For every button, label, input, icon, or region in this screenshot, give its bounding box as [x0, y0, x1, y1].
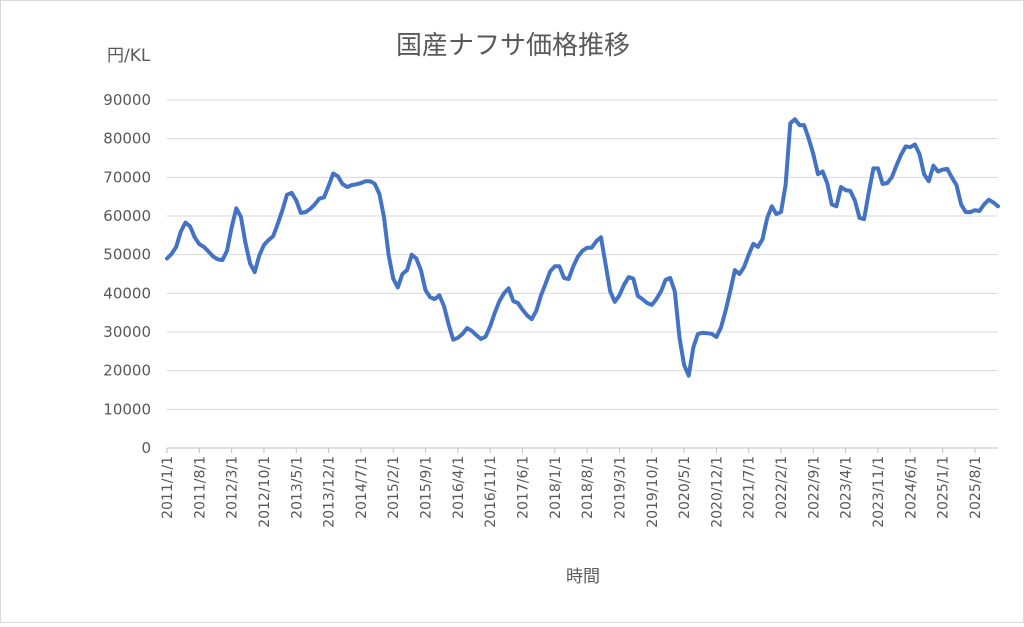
x-tick-label: 2012/10/1: [257, 456, 273, 528]
x-tick-label: 2019/3/1: [612, 456, 628, 519]
x-axis-title: 時間: [566, 567, 600, 587]
y-tick-label: 80000: [103, 130, 151, 148]
x-tick-label: 2018/1/1: [548, 456, 564, 519]
x-tick-label: 2020/5/1: [677, 456, 693, 519]
x-tick-label: 2013/12/1: [322, 456, 338, 528]
y-tick-label: 0: [141, 439, 151, 457]
y-tick-label: 70000: [103, 168, 151, 186]
x-axis-ticks: 2011/1/1 2011/8/1 2012/3/1 2012/10/1 2013/5/…: [160, 456, 984, 528]
x-tick-label: 2014/7/1: [354, 456, 370, 519]
x-tick-label: 2016/11/1: [483, 456, 499, 528]
x-tick-label: 2022/2/1: [774, 456, 790, 519]
y-tick-label: 40000: [103, 284, 151, 302]
x-tick-label: 2023/11/1: [871, 456, 887, 528]
x-tick-label: 2011/8/1: [192, 456, 208, 519]
y-tick-label: 20000: [103, 362, 151, 380]
x-tick-label: 2019/10/1: [645, 456, 661, 528]
x-tick-label: 2024/6/1: [903, 456, 919, 519]
x-tick-label: 2018/8/1: [580, 456, 596, 519]
y-axis-ticks: 0 10000 20000 30000 40000 50000 60000 70000 8000…: [103, 91, 151, 457]
x-tick-label: 2016/4/1: [451, 456, 467, 519]
x-tick-label: 2020/12/1: [709, 456, 725, 528]
y-tick-label: 60000: [103, 207, 151, 225]
x-tick-label: 2017/6/1: [515, 456, 531, 519]
x-tick-label: 2015/9/1: [419, 456, 435, 519]
x-axis: [166, 447, 998, 453]
x-tick-label: 2021/7/1: [742, 456, 758, 519]
y-tick-label: 10000: [103, 400, 151, 418]
y-tick-label: 50000: [103, 246, 151, 264]
x-tick-label: 2011/1/1: [160, 456, 176, 519]
x-tick-label: 2025/1/1: [936, 456, 952, 519]
x-tick-label: 2015/2/1: [386, 456, 402, 519]
gridlines: [167, 99, 998, 410]
y-tick-label: 30000: [103, 323, 151, 341]
x-tick-label: 2023/4/1: [839, 456, 855, 519]
x-tick-label: 2022/9/1: [806, 456, 822, 519]
series-layer: [165, 117, 1000, 378]
x-tick-label: 2012/3/1: [225, 456, 241, 519]
x-tick-label: 2025/8/1: [968, 456, 984, 519]
chart-title: 国産ナフサ価格推移: [396, 31, 630, 61]
y-axis-title: 円/KL: [107, 46, 151, 66]
y-tick-label: 90000: [103, 91, 151, 109]
series-line: [165, 117, 1000, 378]
x-tick-label: 2013/5/1: [289, 456, 305, 519]
